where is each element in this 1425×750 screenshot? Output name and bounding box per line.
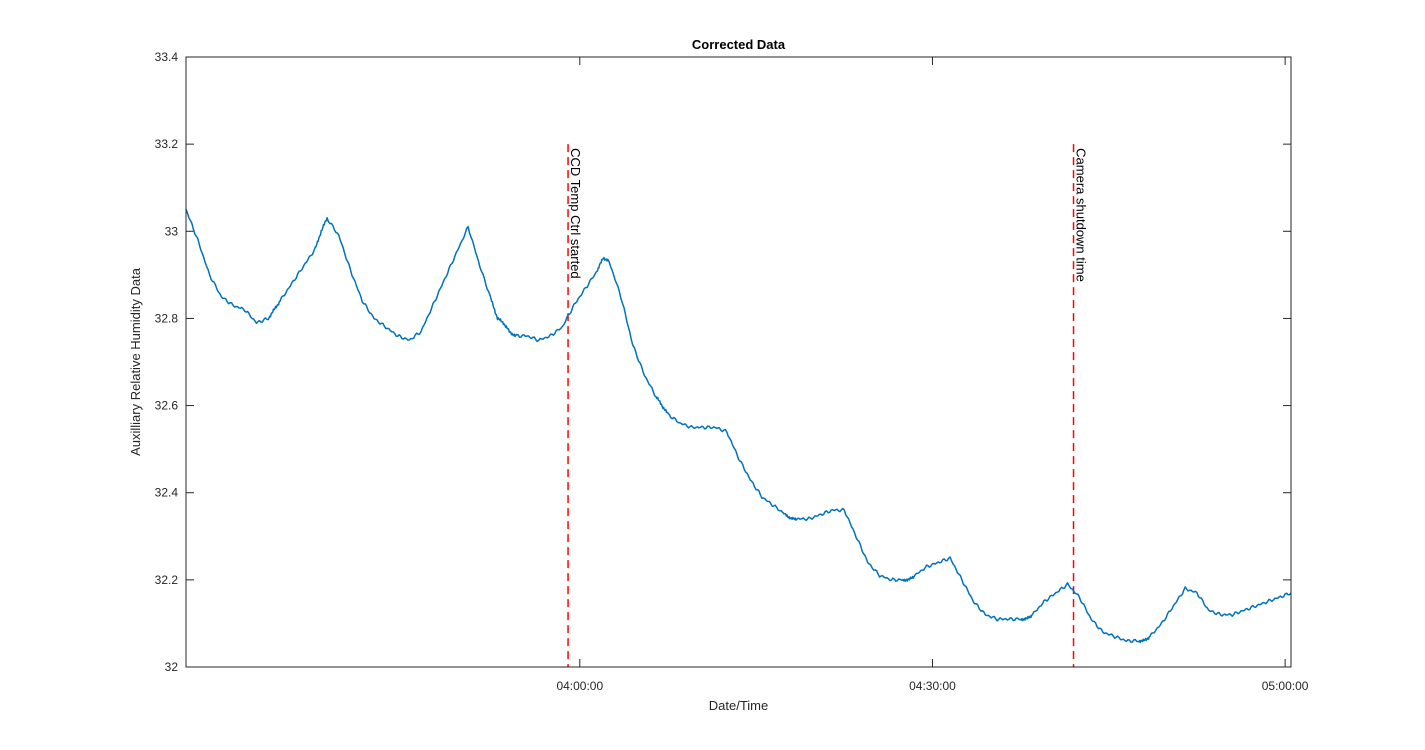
y-tick-label: 32.8	[155, 311, 179, 325]
event-marker-label: CCD Temp Ctrl started	[568, 148, 583, 279]
y-tick-label: 32.4	[155, 486, 179, 500]
plot-frame	[185, 56, 1292, 668]
y-tick-label: 32	[165, 660, 179, 674]
event-markers: CCD Temp Ctrl started Camera shutdown tim…	[567, 144, 1089, 667]
event-marker-label: Camera shutdown time	[1074, 148, 1089, 282]
y-tick-label: 33.2	[155, 137, 179, 151]
x-axis-ticks: 04:00:00 04:30:00 05:00:00	[556, 57, 1309, 693]
y-axis-ticks: 32 32.2 32.4 32.6 32.8 33 33.2 33.4	[155, 50, 1291, 674]
y-tick-label: 32.2	[155, 573, 179, 587]
y-tick-label: 33.4	[155, 50, 179, 64]
y-axis-label: Auxilliary Relative Humidity Data	[128, 267, 143, 456]
y-tick-label: 32.6	[155, 399, 179, 413]
humidity-series-line	[185, 208, 1292, 644]
plot-area	[186, 57, 1291, 667]
x-tick-label: 05:00:00	[1262, 679, 1309, 693]
chart-title: Corrected Data	[692, 37, 786, 52]
y-tick-label: 33	[165, 224, 179, 238]
x-tick-label: 04:00:00	[556, 679, 603, 693]
x-axis-label: Date/Time	[709, 698, 768, 713]
x-tick-label: 04:30:00	[909, 679, 956, 693]
